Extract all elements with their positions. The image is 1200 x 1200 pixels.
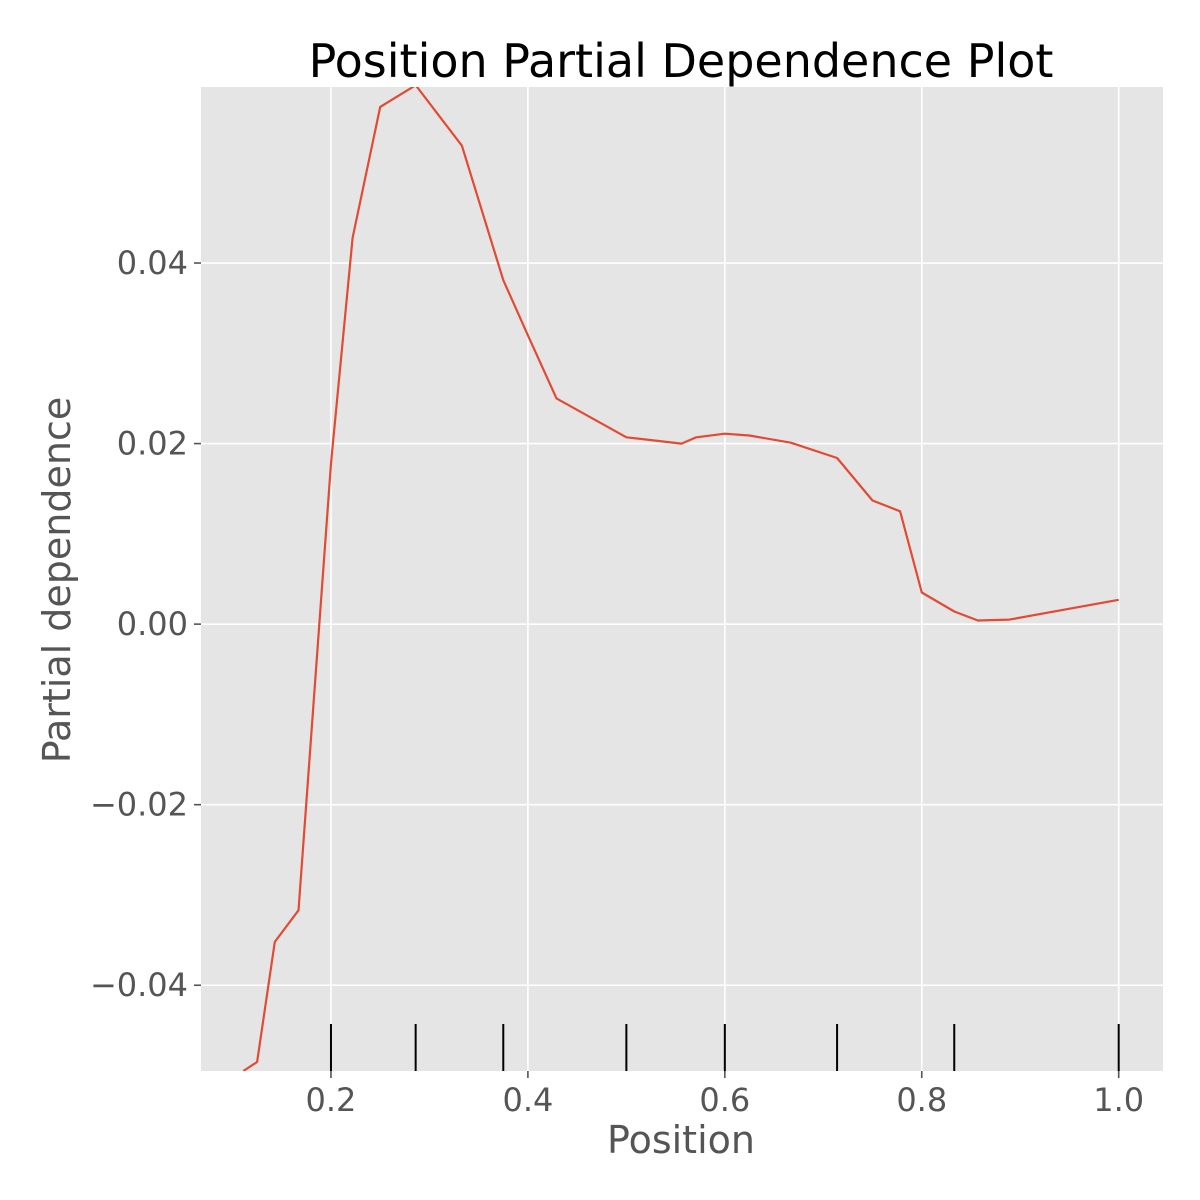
x-tick-label: 0.4 — [502, 1081, 553, 1119]
y-tick-label: 0.02 — [117, 425, 188, 463]
series-layer — [242, 87, 1119, 1071]
partial-dependence-line — [242, 87, 1119, 1071]
y-axis-label: Partial dependence — [35, 397, 79, 763]
plot-background — [201, 87, 1163, 1071]
x-tick-label: 0.2 — [306, 1081, 357, 1119]
y-tick-labels: −0.04 −0.02 0.00 0.02 0.04 — [90, 244, 201, 1004]
x-tick-label: 0.8 — [896, 1081, 947, 1119]
y-tick-label: 0.00 — [117, 605, 188, 643]
y-tick-label: −0.02 — [90, 786, 188, 824]
x-tick-label: 0.6 — [699, 1081, 750, 1119]
chart-title: Position Partial Dependence Plot — [309, 34, 1054, 88]
rug-marks — [329, 1024, 1120, 1071]
x-tick-label: 1.0 — [1093, 1081, 1144, 1119]
x-axis-label: Position — [607, 1118, 755, 1162]
y-tick-label: 0.04 — [117, 244, 188, 282]
y-tick-label: −0.04 — [90, 966, 188, 1004]
x-tick-labels: 0.2 0.4 0.6 0.8 1.0 — [306, 1071, 1144, 1119]
